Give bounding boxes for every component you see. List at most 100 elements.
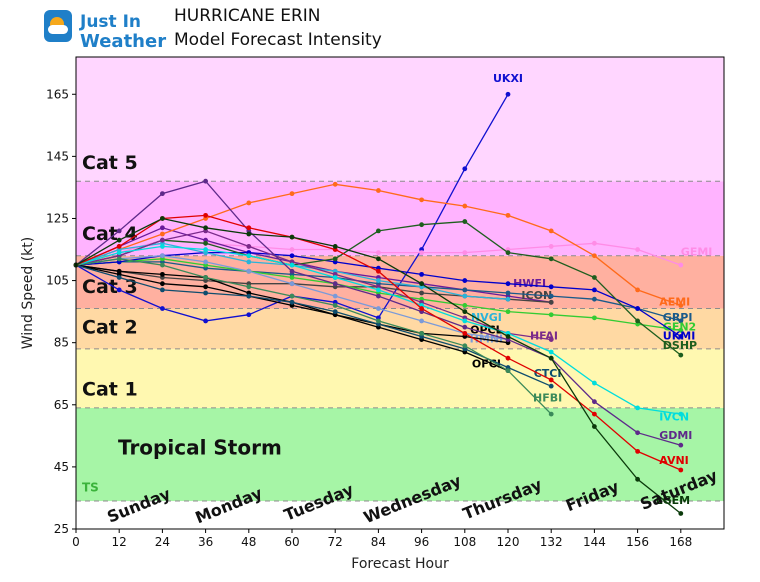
data-point [505,290,511,296]
x-tick-label: 120 [497,535,520,549]
data-point [635,318,640,324]
data-point [462,343,468,349]
series-label-hwfi: HWFI [513,277,546,290]
y-tick-label: 25 [54,522,69,536]
data-point [462,293,468,299]
data-point [203,275,209,280]
data-point [246,231,252,237]
data-point [548,256,554,262]
data-point [246,200,252,206]
y-axis-label: Wind Speed (kt) [20,237,36,350]
data-point [246,312,252,318]
data-point [592,296,597,302]
y-tick-label: 45 [54,460,69,474]
data-point [505,368,511,374]
data-point [289,247,295,252]
data-point [462,303,468,308]
data-point [116,287,122,293]
data-point [678,327,684,333]
data-point [678,411,684,417]
logo-icon [44,10,72,42]
logo-text-line2: Weather [80,31,167,52]
series-label-ukmi: UKMI [663,330,696,343]
data-point [332,309,338,315]
data-point [116,244,122,249]
data-point [635,430,640,436]
data-point [203,284,209,290]
data-point [376,250,381,256]
data-point [376,306,381,311]
data-point [116,250,122,256]
data-point [116,256,122,262]
data-point [505,334,511,339]
x-tick-label: 144 [583,535,606,549]
data-point [332,181,338,187]
data-point [160,287,165,293]
data-point [160,271,165,277]
data-point [160,191,165,197]
data-point [505,212,511,218]
data-point [289,253,295,259]
category-label: Cat 5 [82,152,138,174]
band-4 [76,181,724,256]
data-point [332,281,338,287]
series-label-grpi: GRPI [663,311,693,324]
data-point [419,318,424,324]
series-label-hfai: HFAI [530,330,558,343]
series-label-ukxi: UKXI [493,72,523,85]
data-point [246,284,252,290]
category-label: Cat 4 [82,223,138,245]
category-label: Cat 1 [82,378,138,400]
series-label-ctci: CTCI [534,367,562,380]
data-point [376,293,381,299]
data-point [203,225,209,231]
data-point [419,330,424,336]
data-point [419,222,424,228]
data-point [505,355,511,361]
x-tick-label: 72 [328,535,343,549]
x-tick-label: 48 [241,535,256,549]
data-point [376,256,381,262]
data-point [376,278,381,283]
data-point [548,411,554,417]
series-label-aemi: AEMI [659,295,690,308]
data-point [548,284,554,290]
data-point [246,225,252,231]
data-point [548,312,554,318]
band-5 [76,57,724,182]
data-point [505,281,511,287]
x-tick-label: 24 [155,535,170,549]
data-point [203,212,209,218]
band-0 [76,407,724,502]
series-label-dshp: DSHP [663,339,697,352]
data-point [635,476,640,482]
series-label-nvgi: NVGI [471,311,502,324]
data-point [505,296,511,302]
data-point [462,287,468,293]
series-label-ivcn: IVCN [659,410,689,423]
series-line-hfai [75,230,552,341]
y-tick-label: 65 [54,398,69,412]
data-point [246,259,252,265]
data-point [462,166,468,172]
chart-subtitle: Model Forecast Intensity [174,30,382,50]
data-point [203,318,209,324]
data-point [548,337,554,342]
logo-text-line1: Just In [80,12,142,32]
data-point [332,303,338,308]
y-tick-label: 85 [54,336,69,350]
data-point [160,231,165,237]
data-point [505,250,511,256]
series-label-avni: AVNI [659,454,689,467]
data-point [332,293,338,299]
category-label: Tropical Storm [118,435,282,459]
data-point [246,293,252,299]
data-point [289,293,295,299]
band-1 [76,348,724,408]
x-tick-label: 60 [284,535,299,549]
data-point [462,219,468,224]
data-point [376,287,381,293]
data-point [160,237,165,243]
y-tick-label: 165 [46,87,69,101]
